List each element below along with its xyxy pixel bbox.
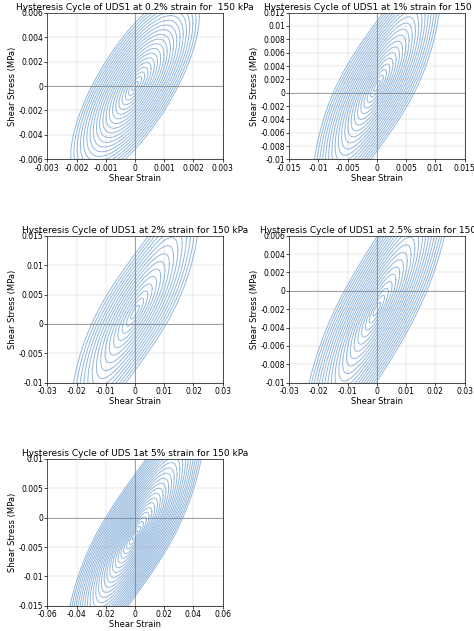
X-axis label: Shear Strain: Shear Strain [109,397,161,406]
Title: Hysteresis Cycle of UDS1 at 2% strain for 150 kPa: Hysteresis Cycle of UDS1 at 2% strain fo… [22,226,248,235]
Y-axis label: Shear Stress (MPa): Shear Stress (MPa) [250,269,259,349]
Y-axis label: Shear Stress (MPa): Shear Stress (MPa) [8,47,17,126]
Title: Hysteresis Cycle of UDS1 at 2.5% strain for 150 kPa: Hysteresis Cycle of UDS1 at 2.5% strain … [259,226,474,235]
X-axis label: Shear Strain: Shear Strain [109,174,161,183]
X-axis label: Shear Strain: Shear Strain [351,174,403,183]
Title: Hysteresis Cycle of UDS1 at 1% strain for 150 kPa: Hysteresis Cycle of UDS1 at 1% strain fo… [264,3,474,12]
Y-axis label: Shear Stress (MPa): Shear Stress (MPa) [8,493,17,572]
Title: Hysteresis Cycle of UDS 1at 5% strain for 150 kPa: Hysteresis Cycle of UDS 1at 5% strain fo… [22,449,248,458]
X-axis label: Shear Strain: Shear Strain [109,620,161,629]
Title: Hysteresis Cycle of UDS1 at 0.2% strain for  150 kPa: Hysteresis Cycle of UDS1 at 0.2% strain … [16,3,254,12]
X-axis label: Shear Strain: Shear Strain [351,397,403,406]
Y-axis label: Shear Stress (MPa): Shear Stress (MPa) [8,269,17,349]
Y-axis label: Shear Stress (MPa): Shear Stress (MPa) [250,47,259,126]
